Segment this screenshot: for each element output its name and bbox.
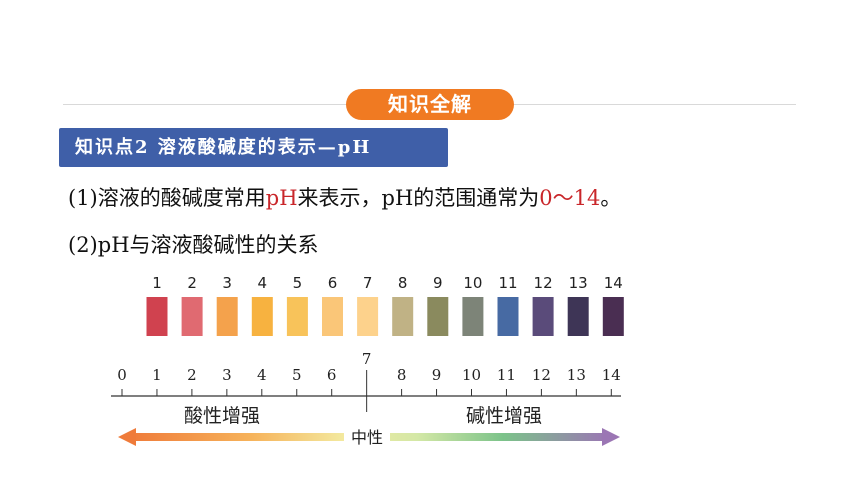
- neutral-label-bg: [344, 426, 390, 448]
- ph-color-swatch: [602, 297, 624, 336]
- swatch-label: 2: [187, 274, 197, 292]
- scale-label: 12: [532, 366, 551, 384]
- p1-prefix: (1)溶液的酸碱度常用: [68, 186, 266, 210]
- swatch-label: 10: [463, 274, 482, 292]
- ph-color-swatch: [322, 297, 343, 336]
- swatch-label: 5: [293, 274, 303, 292]
- topic-banner: 知识点2 溶液酸碱度的表示—pH: [59, 128, 448, 167]
- scale-label: 14: [602, 366, 621, 384]
- section-badge: 知识全解: [346, 89, 514, 120]
- base-increase-label: 碱性增强: [466, 405, 542, 427]
- swatch-label: 12: [534, 274, 553, 292]
- paragraph-ph-relation: (2)pH与溶液酸碱性的关系: [68, 233, 319, 257]
- scale-label: 4: [257, 366, 267, 384]
- p1-middle: 来表示，pH的范围通常为: [297, 186, 540, 210]
- scale-label: 7: [362, 350, 372, 368]
- p1-ph-highlight: pH: [265, 186, 298, 210]
- right-arrow-head: [602, 428, 620, 446]
- ph-color-swatch: [146, 297, 168, 336]
- scale-label: 11: [497, 366, 516, 384]
- scale-label: 10: [462, 366, 481, 384]
- p1-suffix: 。: [600, 186, 622, 210]
- swatch-label: 9: [433, 274, 443, 292]
- paragraph-ph-definition: (1)溶液的酸碱度常用pH来表示，pH的范围通常为0～14。: [68, 182, 621, 212]
- ph-color-swatch: [251, 297, 273, 336]
- ph-color-swatch: [286, 297, 308, 336]
- ph-scale: 0 1 2 3 4 5 678 9 10 11 12 13 14: [111, 350, 621, 412]
- swatch-label: 8: [398, 274, 408, 292]
- scale-label: 2: [187, 366, 197, 384]
- scale-label: 5: [292, 366, 302, 384]
- ph-color-swatch: [357, 297, 379, 336]
- scale-label: 9: [432, 366, 442, 384]
- scale-label: 1: [152, 366, 162, 384]
- ph-swatch-row: 1 2 3 4 5 6 7 8 9 10 11 12 13 14: [146, 274, 624, 336]
- scale-label: 8: [397, 366, 407, 384]
- ph-color-swatch: [567, 297, 589, 336]
- scale-label: 3: [222, 366, 232, 384]
- swatch-label: 14: [604, 274, 623, 292]
- acid-increase-label: 酸性增强: [184, 405, 260, 427]
- ph-color-swatch: [216, 297, 238, 336]
- ph-color-swatch: [532, 297, 554, 336]
- p1-range-highlight: 0～14: [539, 186, 601, 210]
- swatch-label: 13: [569, 274, 588, 292]
- swatch-label: 3: [222, 274, 232, 292]
- ph-color-swatch: [497, 297, 519, 336]
- neutral-label: 中性: [351, 428, 383, 447]
- ph-color-swatch: [181, 297, 203, 336]
- scale-label: 13: [567, 366, 586, 384]
- ph-color-swatch: [427, 297, 449, 336]
- swatch-label: 4: [258, 274, 268, 292]
- swatch-label: 1: [152, 274, 162, 292]
- ph-color-swatch: [392, 297, 414, 336]
- scale-label: 6: [327, 366, 337, 384]
- swatch-label: 6: [328, 274, 338, 292]
- ph-color-swatch: [462, 297, 484, 336]
- swatch-label: 11: [498, 274, 517, 292]
- scale-label: 0: [117, 366, 127, 384]
- swatch-label: 7: [363, 274, 373, 292]
- left-arrow-head: [118, 428, 136, 446]
